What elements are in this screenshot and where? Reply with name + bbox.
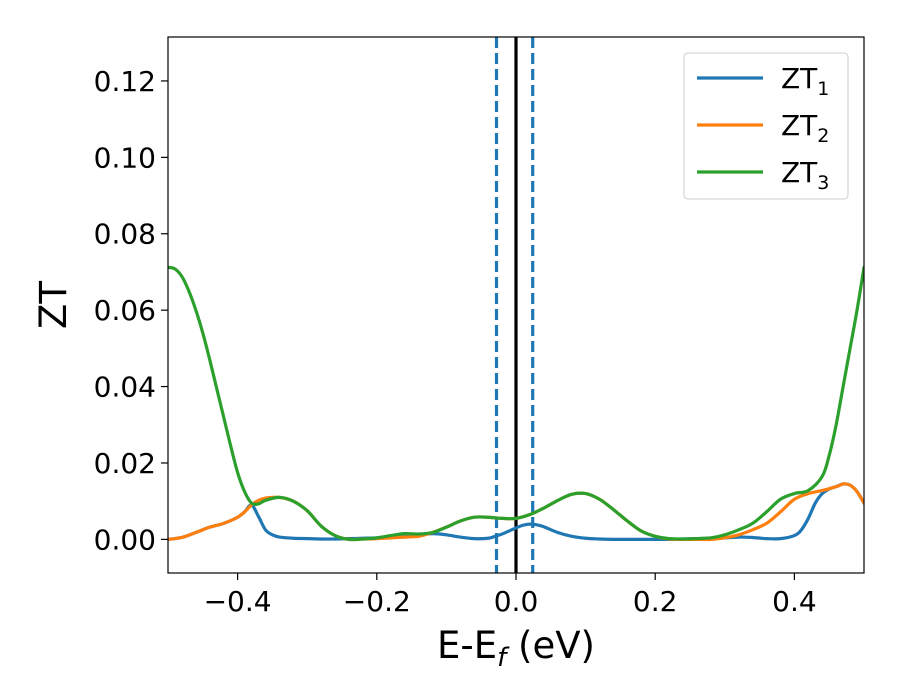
y-tick-label: 0.10 [94, 141, 156, 174]
series-line-zt3 [168, 265, 864, 542]
y-tick-label: 0.08 [94, 218, 156, 251]
x-tick-label: 0.0 [494, 585, 539, 618]
x-tick-label: −0.2 [343, 585, 411, 618]
legend: ZT1 ZT2 ZT3 [683, 52, 849, 200]
x-axis-title-unit: (eV) [506, 624, 595, 667]
x-tick-label: −0.4 [204, 585, 272, 618]
y-axis: 0.00 0.02 0.04 0.06 0.08 0.10 0.12 [94, 65, 168, 556]
y-tick-label: 0.02 [94, 447, 156, 480]
legend-box [683, 52, 849, 200]
x-axis: −0.4 −0.2 0.0 0.2 0.4 [204, 573, 817, 618]
x-axis-title: E-Ef (eV) [437, 624, 595, 673]
x-axis-title-main: E-E [437, 624, 497, 667]
legend-label-zt2: ZT2 [781, 109, 829, 147]
y-tick-label: 0.12 [94, 65, 156, 98]
series-line-zt1 [168, 482, 864, 542]
legend-label-zt3: ZT3 [781, 156, 829, 194]
legend-label-zt1: ZT1 [781, 62, 829, 100]
y-axis-title: ZT [32, 281, 75, 329]
x-tick-label: 0.2 [633, 585, 678, 618]
y-tick-label: 0.06 [94, 294, 156, 327]
series-lines [168, 265, 864, 542]
reference-lines [494, 37, 535, 573]
y-tick-label: 0.04 [94, 371, 156, 404]
y-tick-label: 0.00 [94, 523, 156, 556]
x-tick-label: 0.4 [772, 585, 817, 618]
